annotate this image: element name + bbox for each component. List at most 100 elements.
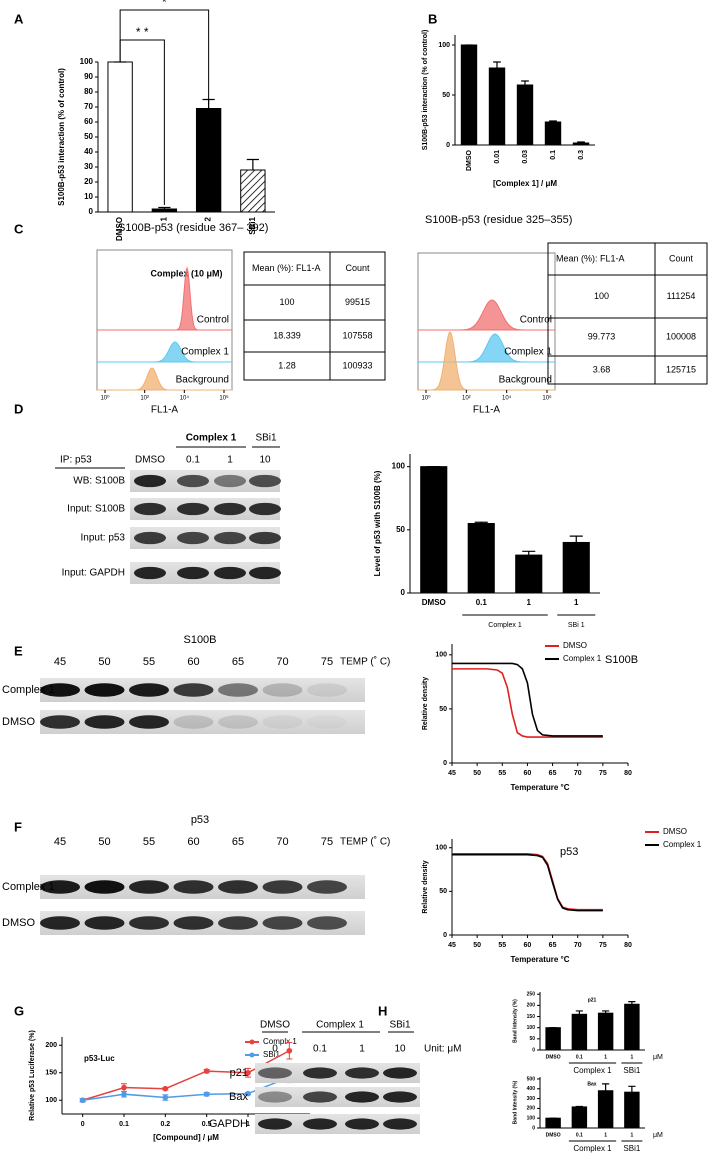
blot-band	[249, 566, 281, 580]
y-tick-label: 100	[435, 845, 447, 852]
blot-band	[307, 683, 347, 697]
y-axis-label: Relative density	[422, 677, 429, 730]
blot-band	[383, 1118, 417, 1130]
blot-strip	[255, 1114, 420, 1134]
table-header: Mean (%): FL1-A	[556, 253, 625, 263]
blot-strip	[255, 1063, 420, 1083]
legend-marker	[249, 1052, 255, 1058]
blot-band	[345, 1067, 379, 1079]
error-bar	[158, 206, 171, 209]
x-tick-label: 0.1	[576, 1132, 583, 1138]
x-tick-label: 0.03	[522, 150, 529, 164]
error-bar	[493, 61, 501, 68]
bar	[151, 208, 178, 213]
x-tick-label: 1	[604, 1054, 607, 1060]
group-label: SBi1	[389, 1020, 411, 1031]
y-tick-label: 0	[401, 588, 406, 597]
panel-letter: A	[14, 11, 24, 26]
blot-band	[307, 916, 347, 930]
y-tick-label: 80	[84, 87, 93, 96]
table-cell: 100933	[342, 360, 372, 370]
row-label: Complex 1	[2, 684, 55, 696]
table-cell: 3.68	[593, 364, 611, 374]
row-label: Input: p53	[81, 533, 126, 544]
row-label: GAPDH	[209, 1118, 248, 1130]
blot-band	[218, 880, 258, 894]
row-label: p21	[230, 1067, 248, 1079]
table-cell: 111254	[667, 291, 696, 301]
x-tick-label: DMSO	[546, 1132, 561, 1138]
x-tick-label: 2	[204, 216, 213, 221]
error-bar	[549, 120, 557, 122]
lane-label: 10	[259, 455, 271, 466]
lane-label: 1	[227, 455, 233, 466]
bar	[624, 1091, 640, 1129]
point	[286, 1047, 293, 1054]
blot-band	[258, 1118, 292, 1130]
x-tick-label: 0.1	[576, 1054, 583, 1060]
blot-band	[303, 1118, 337, 1130]
error-bar	[628, 1000, 636, 1005]
series-line	[452, 662, 603, 737]
flow-histogram	[418, 299, 555, 331]
x-tick-label: DMSO	[466, 149, 473, 171]
x-tick-label: 75	[599, 942, 607, 949]
flow-histogram	[97, 266, 232, 331]
flow-tick-label: 10²	[140, 396, 149, 402]
chart-title: Bax	[587, 1081, 596, 1087]
temp-label: 65	[232, 656, 244, 668]
y-tick-label: 100	[527, 1116, 536, 1122]
bar	[571, 1013, 588, 1051]
temp-label: 55	[143, 836, 155, 848]
x-axis-label: [Complex 1] / μM	[493, 179, 557, 188]
x-tick-label: 55	[498, 770, 506, 777]
y-tick-label: 100	[435, 652, 447, 659]
group-label: Complex 1	[573, 1144, 612, 1153]
table-cell: 100	[594, 291, 609, 301]
bar	[516, 84, 534, 146]
flow-label: Complex 1	[504, 347, 552, 358]
x-tick-label: 1	[159, 216, 168, 221]
row-label: Input: GAPDH	[62, 568, 125, 579]
x-tick-label: 50	[473, 942, 481, 949]
unit-label: μM	[653, 1054, 663, 1061]
blot-band	[129, 880, 169, 894]
x-tick-label: 1	[630, 1054, 633, 1060]
bar	[467, 523, 495, 594]
flow-tick-label: 10⁴	[180, 395, 190, 402]
blot-band	[84, 715, 125, 729]
blot-band	[383, 1067, 417, 1079]
x-tick-label: 1	[604, 1132, 607, 1138]
y-tick-label: 150	[527, 1014, 536, 1020]
table-header: Count	[345, 263, 370, 273]
table-header: Count	[669, 253, 694, 263]
error-bar	[569, 535, 583, 543]
temp-unit-label: TEMP (˚ C)	[340, 836, 390, 848]
y-axis-label: Level of p53 with S100B (%)	[373, 470, 382, 576]
bar	[460, 44, 478, 146]
y-tick-label: 20	[84, 177, 93, 186]
bar	[107, 61, 133, 213]
error-bar	[602, 1083, 610, 1091]
bar	[571, 1106, 588, 1129]
blot-band	[134, 474, 166, 488]
blot-band	[262, 715, 303, 729]
point	[162, 1085, 169, 1092]
blot-band	[173, 715, 214, 729]
x-tick-label: 0.1	[476, 598, 488, 607]
point	[203, 1091, 210, 1097]
x-tick-label: 65	[549, 942, 557, 949]
blot-title: p53	[191, 814, 209, 826]
bar	[624, 1003, 640, 1051]
bar	[515, 554, 543, 594]
table-header: Mean (%): FL1-A	[252, 263, 321, 273]
blot-band	[345, 1091, 379, 1103]
table-frame	[243, 251, 386, 381]
blot-band	[258, 1067, 292, 1079]
bar	[195, 108, 222, 213]
temp-unit-label: TEMP (˚ C)	[340, 656, 390, 668]
x-tick-label: 0.1	[550, 150, 557, 160]
flow-histogram	[97, 367, 232, 391]
point	[245, 1090, 251, 1097]
